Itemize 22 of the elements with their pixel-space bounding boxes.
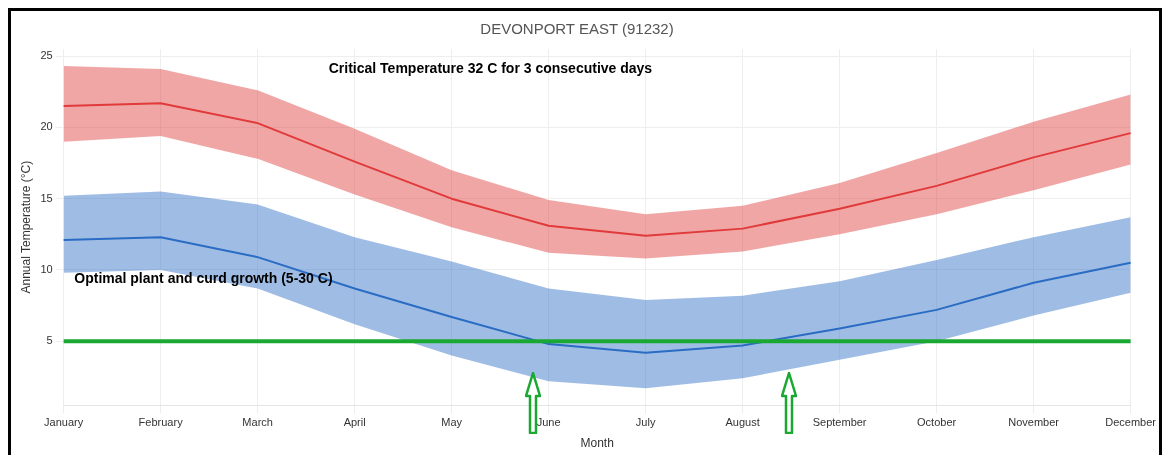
x-tick-label: October	[917, 416, 957, 429]
x-tick-label: June	[536, 416, 561, 429]
annotation: Optimal plant and curd growth (5-30 C)	[74, 269, 333, 286]
x-tick-label: May	[441, 416, 463, 429]
x-tick-label: July	[635, 416, 656, 429]
y-axis-title: Annual Temperature (°C)	[18, 160, 33, 294]
chart-title: DEVONPORT EAST (91232)	[480, 20, 674, 38]
x-tick-label: February	[138, 416, 184, 429]
annotation: Critical Temperature 32 C for 3 consecutive days	[328, 59, 653, 76]
x-tick-label: December	[1105, 416, 1157, 429]
y-tick-label: 25	[40, 49, 53, 62]
x-tick-label: September	[812, 416, 867, 429]
x-axis-title: Month	[580, 436, 614, 451]
x-tick-label: April	[343, 416, 366, 429]
y-tick-label: 15	[40, 191, 53, 204]
y-tick-label: 5	[46, 334, 53, 347]
x-tick-label: January	[44, 416, 84, 429]
x-tick-label: August	[725, 416, 760, 429]
x-tick-label: November	[1008, 416, 1060, 429]
y-tick-label: 20	[40, 120, 53, 133]
y-tick-label: 10	[40, 263, 53, 275]
x-tick-label: March	[242, 416, 273, 429]
